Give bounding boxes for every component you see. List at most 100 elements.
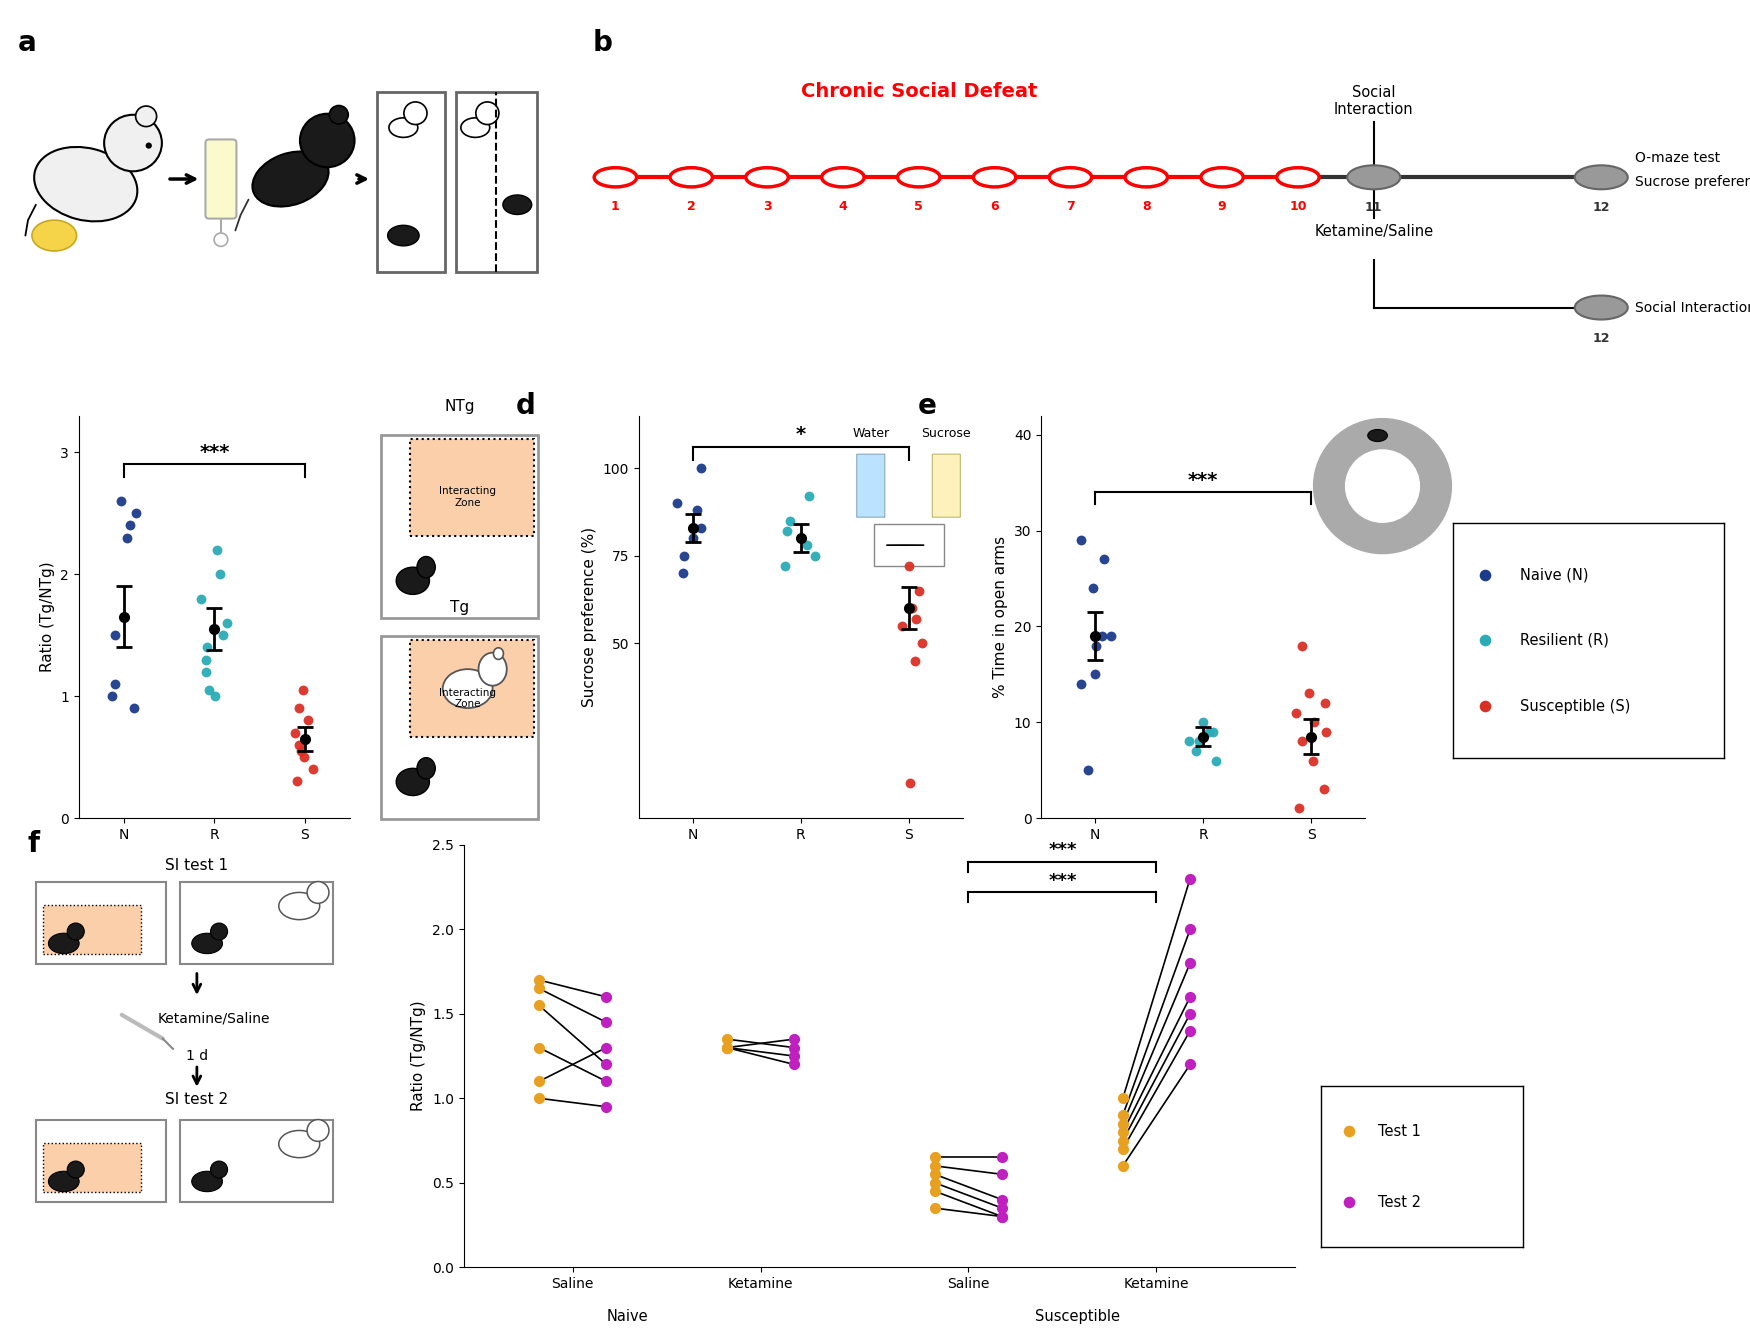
Ellipse shape: [460, 118, 490, 137]
Text: O-maze test: O-maze test: [1636, 152, 1720, 165]
Text: SI test 2: SI test 2: [164, 1093, 229, 1108]
Circle shape: [746, 168, 788, 186]
Point: [920, 1164, 948, 1185]
Point: [102, 673, 130, 695]
Bar: [44, 905, 140, 953]
Point: [525, 978, 553, 999]
Ellipse shape: [278, 893, 320, 920]
Point: [102, 625, 130, 646]
Point: [887, 616, 915, 637]
Point: [107, 491, 135, 512]
Point: [1311, 779, 1339, 801]
Circle shape: [404, 102, 427, 125]
Point: [1202, 750, 1230, 771]
Circle shape: [898, 168, 940, 186]
Text: 4: 4: [838, 200, 847, 213]
Text: ***: ***: [1048, 872, 1076, 889]
Point: [1110, 1139, 1138, 1160]
Point: [688, 457, 716, 479]
Text: Susceptible: Susceptible: [1034, 1309, 1120, 1325]
Text: 5: 5: [915, 200, 924, 213]
Circle shape: [493, 648, 504, 660]
Point: [187, 587, 215, 609]
Point: [712, 1029, 740, 1050]
Point: [592, 1054, 619, 1075]
Text: Interacting
Zone: Interacting Zone: [439, 688, 497, 709]
Point: [920, 1155, 948, 1176]
Point: [1472, 695, 1500, 716]
Point: [780, 1046, 808, 1067]
Circle shape: [1346, 451, 1419, 522]
Point: [1176, 986, 1204, 1007]
Bar: [410, 640, 534, 738]
Y-axis label: Ratio (Tg/NTg): Ratio (Tg/NTg): [411, 1000, 427, 1112]
Circle shape: [1278, 168, 1320, 186]
Circle shape: [1575, 165, 1628, 189]
Point: [989, 1147, 1017, 1168]
Point: [210, 625, 238, 646]
Point: [592, 986, 619, 1007]
Point: [679, 527, 707, 548]
Point: [1288, 634, 1316, 656]
Point: [793, 535, 821, 557]
Point: [112, 527, 140, 548]
Point: [668, 562, 696, 583]
Point: [1472, 565, 1500, 586]
Text: d: d: [516, 392, 536, 420]
FancyBboxPatch shape: [205, 139, 236, 219]
Point: [1176, 1003, 1204, 1025]
Ellipse shape: [396, 567, 429, 594]
Point: [780, 1054, 808, 1075]
Point: [121, 697, 149, 719]
Point: [285, 697, 313, 719]
Text: 12: 12: [1592, 201, 1610, 215]
Point: [592, 1070, 619, 1092]
Text: Sucrose preference: Sucrose preference: [1636, 176, 1750, 189]
Point: [712, 1037, 740, 1058]
Point: [1176, 952, 1204, 974]
Point: [525, 995, 553, 1016]
Point: [1183, 740, 1211, 762]
Point: [1080, 578, 1108, 599]
Ellipse shape: [49, 933, 79, 953]
Circle shape: [1314, 418, 1451, 554]
Text: Naive (N): Naive (N): [1521, 567, 1589, 582]
Circle shape: [1125, 168, 1167, 186]
Point: [1281, 701, 1309, 723]
Text: a: a: [18, 28, 37, 56]
FancyBboxPatch shape: [933, 455, 961, 518]
Point: [1472, 630, 1500, 652]
Point: [989, 1206, 1017, 1227]
Text: e: e: [919, 392, 936, 420]
Ellipse shape: [1368, 429, 1388, 441]
Circle shape: [476, 102, 499, 125]
Circle shape: [1200, 168, 1242, 186]
Text: 9: 9: [1218, 200, 1227, 213]
Circle shape: [306, 881, 329, 904]
Point: [299, 759, 327, 780]
Text: 11: 11: [1365, 201, 1382, 215]
Circle shape: [1050, 168, 1092, 186]
Text: 8: 8: [1143, 200, 1150, 213]
Text: 7: 7: [1066, 200, 1074, 213]
Circle shape: [299, 114, 355, 168]
Circle shape: [105, 115, 163, 172]
Point: [289, 680, 317, 701]
Bar: [410, 439, 534, 536]
Point: [1068, 530, 1096, 551]
Ellipse shape: [388, 225, 420, 245]
Text: Test 1: Test 1: [1377, 1124, 1421, 1139]
Text: ***: ***: [1188, 471, 1218, 489]
Circle shape: [416, 758, 436, 779]
Point: [1176, 868, 1204, 889]
Text: b: b: [593, 28, 612, 56]
Point: [1110, 1088, 1138, 1109]
Circle shape: [670, 168, 712, 186]
Point: [1199, 721, 1227, 743]
Text: Water: Water: [852, 428, 889, 440]
Circle shape: [973, 168, 1015, 186]
Point: [920, 1172, 948, 1193]
Circle shape: [329, 106, 348, 123]
Ellipse shape: [49, 1171, 79, 1192]
Point: [192, 637, 220, 658]
